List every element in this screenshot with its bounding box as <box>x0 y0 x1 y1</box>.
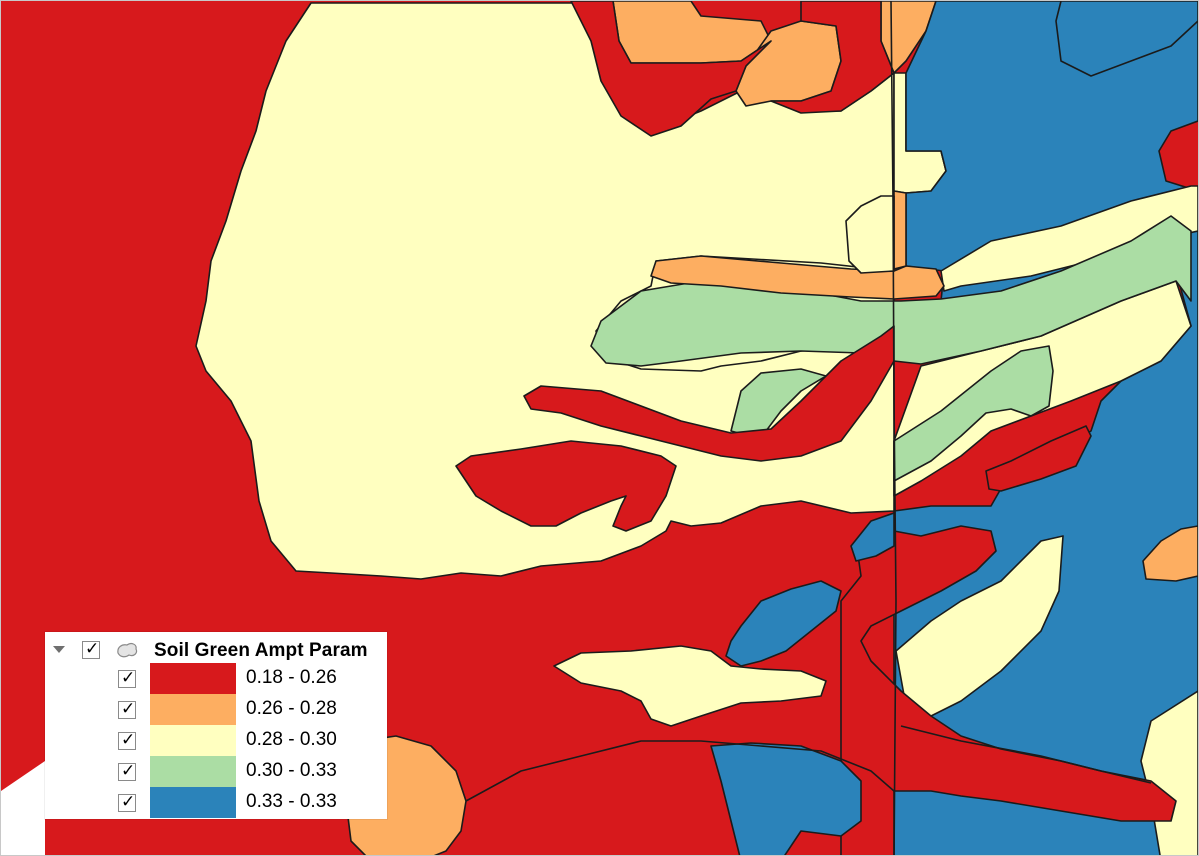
layer-legend-panel: Soil Green Ampt Param 0.18 - 0.26 0.26 - … <box>45 632 387 819</box>
class-range-label: 0.26 - 0.28 <box>246 698 337 719</box>
class-color-swatch <box>150 663 236 694</box>
polygon-green-band-2 <box>893 345 1054 482</box>
legend-class-row[interactable]: 0.30 - 0.33 <box>45 756 387 787</box>
polygon-red-top-1 <box>570 1 772 137</box>
class-color-swatch <box>150 756 236 787</box>
polygon-cream-right-band-2 <box>940 185 1198 292</box>
layer-visibility-checkbox[interactable] <box>82 639 100 659</box>
polygon-layer-icon <box>117 643 138 658</box>
polygon-cream-right-band-1 <box>1055 1 1198 77</box>
class-color-swatch <box>150 725 236 756</box>
class-color-swatch <box>150 787 236 818</box>
class-range-label: 0.30 - 0.33 <box>246 760 337 781</box>
class-range-label: 0.33 - 0.33 <box>246 791 337 812</box>
class-range-label: 0.28 - 0.30 <box>246 729 337 750</box>
class-visibility-checkbox[interactable] <box>118 761 136 781</box>
polygon-cream-small-top <box>845 195 895 274</box>
polygon-blue-lower-2 <box>850 512 895 562</box>
class-visibility-checkbox[interactable] <box>118 792 136 812</box>
polygon-blue-lower-3 <box>710 742 862 855</box>
class-color-swatch <box>150 694 236 725</box>
class-visibility-checkbox[interactable] <box>118 730 136 750</box>
collapse-arrow-icon[interactable] <box>53 646 65 653</box>
polygon-red-finger-1 <box>523 325 895 462</box>
polygon-orange-right-edge <box>1142 525 1198 582</box>
polygon-blue-lower-1 <box>725 580 842 667</box>
class-range-label: 0.18 - 0.26 <box>246 667 337 688</box>
polygon-red-top-2 <box>770 1 895 114</box>
legend-layer-header[interactable]: Soil Green Ampt Param <box>45 638 387 662</box>
polygon-orange-thin-right <box>893 190 907 270</box>
map-nodata-notch <box>1 761 45 855</box>
class-visibility-checkbox[interactable] <box>118 699 136 719</box>
polygon-red-finger-3 <box>985 425 1092 492</box>
legend-class-row[interactable]: 0.18 - 0.26 <box>45 663 387 694</box>
layer-name-label: Soil Green Ampt Param <box>154 640 368 661</box>
legend-class-row[interactable]: 0.26 - 0.28 <box>45 694 387 725</box>
polygon-boundary-lower-2 <box>900 725 1152 784</box>
polygon-red-finger-2 <box>455 440 677 532</box>
polygon-cream-lower <box>553 645 827 727</box>
polygon-orange-band <box>650 255 945 300</box>
polygon-red-lower-right <box>840 525 1177 855</box>
legend-class-row[interactable]: 0.33 - 0.33 <box>45 787 387 818</box>
polygon-boundary-vertical <box>890 1 897 855</box>
legend-class-row[interactable]: 0.28 - 0.30 <box>45 725 387 756</box>
class-visibility-checkbox[interactable] <box>118 668 136 688</box>
polygon-boundary-lower-1 <box>465 740 895 802</box>
